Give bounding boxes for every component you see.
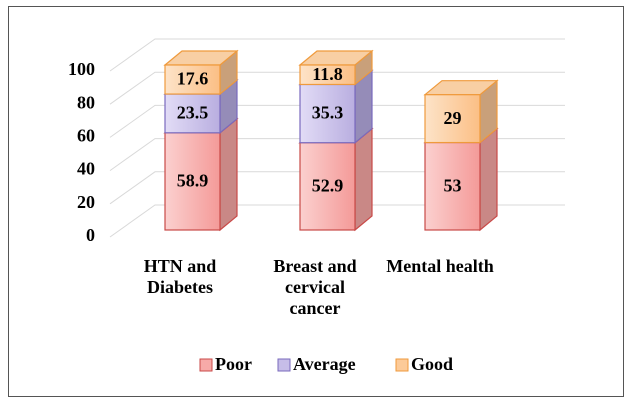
value-label: 23.5 [177, 103, 209, 123]
bar-segment [298, 127, 374, 232]
y-tick-label: 80 [77, 92, 95, 112]
legend-swatch [395, 358, 409, 372]
bar-front [299, 83, 356, 144]
grid-line [109, 38, 565, 72]
legend-label: Good [411, 354, 453, 374]
bar-side [219, 117, 238, 232]
x-tick-label: HTN and Diabetes [143, 256, 217, 297]
bar-segment [298, 49, 374, 86]
legend-swatch [277, 358, 291, 372]
y-tick-label: 20 [77, 192, 95, 212]
grid-line [109, 71, 565, 105]
legend-label: Poor [215, 354, 252, 374]
bar-side [479, 127, 498, 232]
value-label: 17.6 [177, 69, 209, 89]
y-tick-label: 40 [77, 159, 95, 179]
x-tick-label: Breast and cervical cancer [273, 256, 357, 318]
bar-side [354, 127, 373, 232]
y-tick-label: 0 [86, 225, 95, 245]
bar-front [299, 142, 356, 231]
bar-front [164, 93, 221, 134]
y-tick-label: 60 [77, 126, 95, 146]
bar-segment [423, 79, 499, 144]
value-label: 11.8 [312, 64, 343, 84]
value-label: 35.3 [312, 103, 344, 123]
legend-label: Average [293, 354, 356, 374]
bar-segment [163, 49, 239, 96]
x-tick-label: Mental health [386, 256, 494, 276]
legend-swatch [199, 358, 213, 372]
bar-front [164, 132, 221, 231]
y-tick-label: 100 [68, 59, 95, 79]
bar-front [164, 64, 221, 95]
bar-front [424, 94, 481, 144]
value-label: 52.9 [312, 175, 344, 195]
bar-front [424, 141, 481, 231]
value-label: 29 [444, 108, 462, 128]
bar-front [299, 64, 356, 86]
value-label: 58.9 [177, 171, 209, 191]
value-label: 53 [444, 175, 462, 195]
